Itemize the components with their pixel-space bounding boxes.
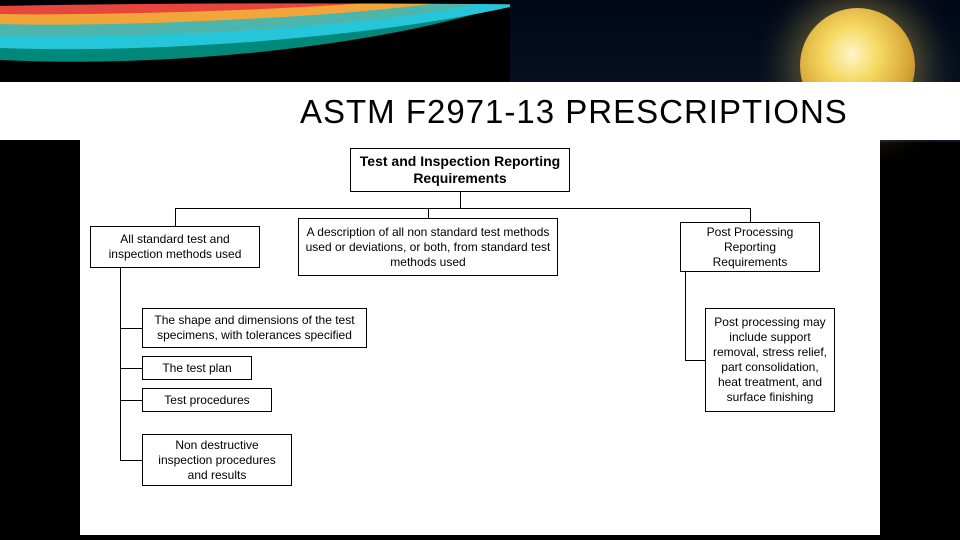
- flowchart-node-n3: Post Processing Reporting Requirements: [680, 222, 820, 272]
- flowchart-node-c3: Test procedures: [142, 388, 272, 412]
- connector-2: [175, 208, 176, 226]
- flowchart-node-c4: Non destructive inspection procedures an…: [142, 434, 292, 486]
- flowchart-node-n1: All standard test and inspection methods…: [90, 226, 260, 268]
- flowchart-area: Test and Inspection Reporting Requiremen…: [80, 140, 880, 535]
- connector-3: [428, 208, 429, 218]
- slide-title: ASTM F2971-13 PRESCRIPTIONS: [300, 93, 940, 131]
- connector-4: [750, 208, 751, 222]
- connector-6: [120, 328, 142, 329]
- connector-11: [685, 360, 705, 361]
- connector-0: [460, 192, 461, 208]
- connector-8: [120, 400, 142, 401]
- flowchart-node-p1: Post processing may include support remo…: [705, 308, 835, 412]
- flowchart-node-c1: The shape and dimensions of the test spe…: [142, 308, 367, 348]
- connector-9: [120, 460, 142, 461]
- connector-10: [685, 272, 686, 360]
- connector-1: [175, 208, 750, 209]
- connector-7: [120, 368, 142, 369]
- flowchart-node-root: Test and Inspection Reporting Requiremen…: [350, 148, 570, 192]
- flowchart-node-c2: The test plan: [142, 356, 252, 380]
- connector-5: [120, 268, 121, 460]
- flowchart-node-n2: A description of all non standard test m…: [298, 218, 558, 276]
